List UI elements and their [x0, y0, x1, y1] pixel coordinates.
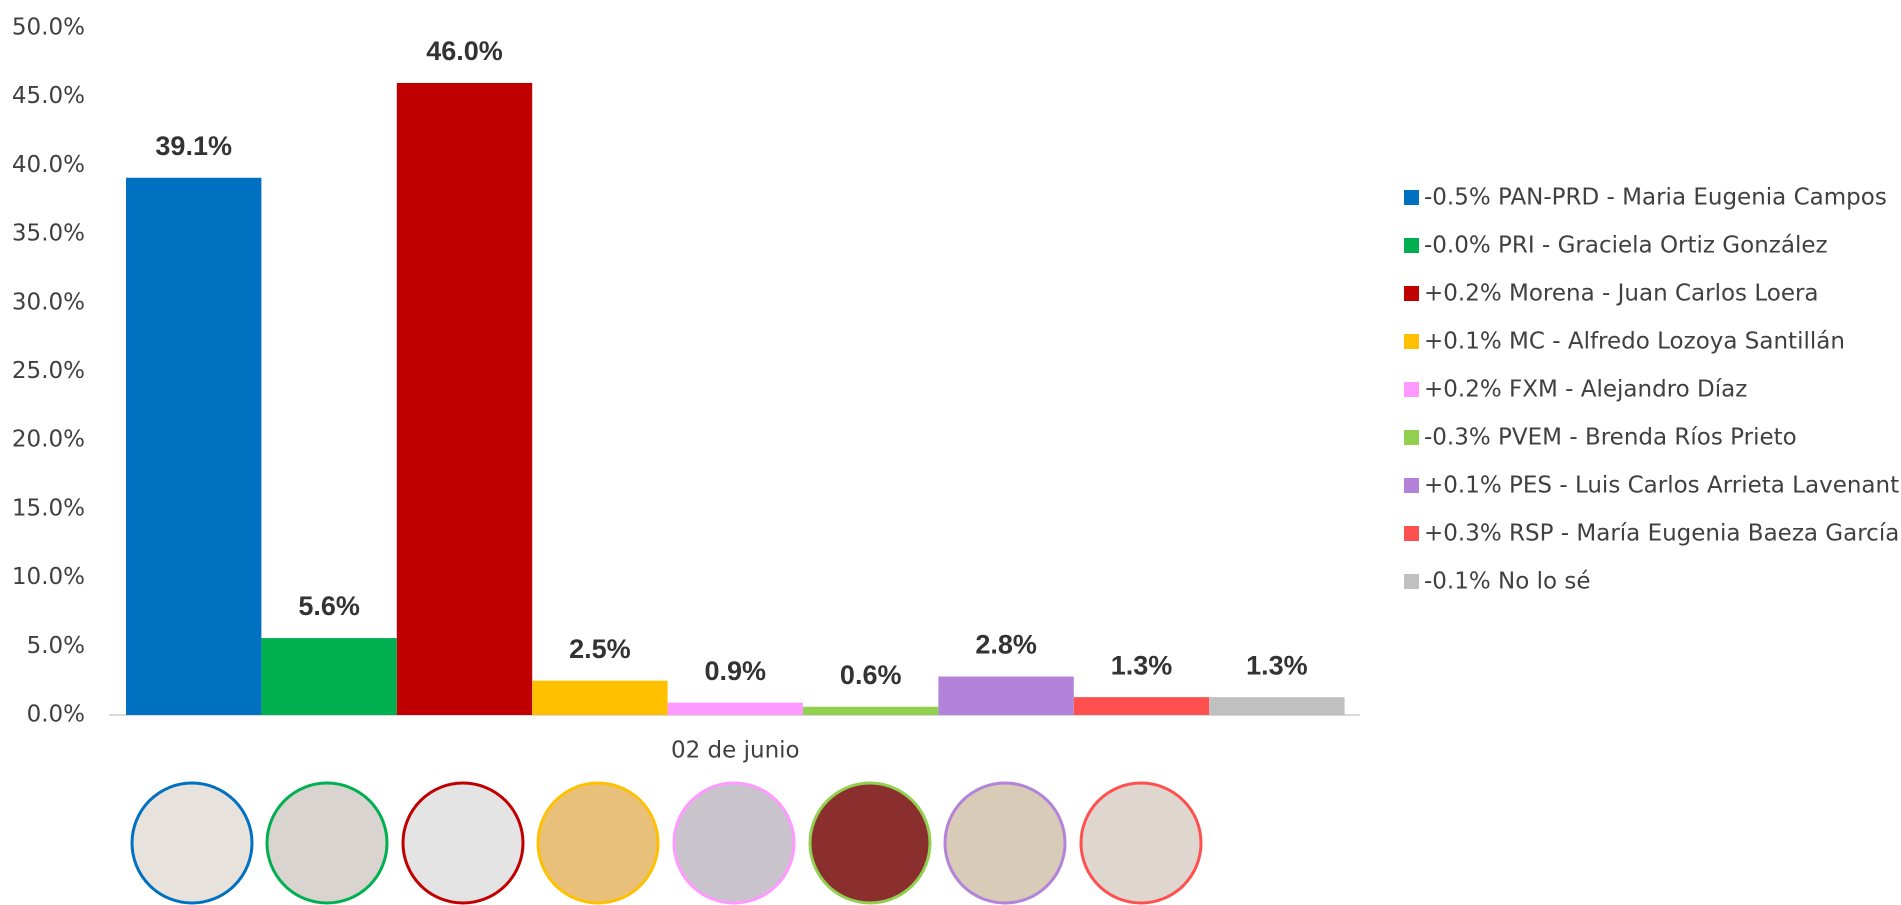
legend-label: +0.2% FXM - Alejandro Díaz	[1424, 377, 1747, 403]
photo	[130, 781, 254, 905]
legend-swatch	[1404, 478, 1419, 493]
value-label: 39.1%	[155, 131, 232, 161]
bar	[261, 638, 397, 715]
legend-swatch	[1404, 334, 1419, 349]
legend-label: -0.3% PVEM - Brenda Ríos Prieto	[1424, 425, 1797, 451]
y-tick-label: 5.0%	[27, 633, 85, 659]
x-tick-label: 02 de junio	[671, 738, 800, 764]
legend-swatch	[1404, 286, 1419, 301]
legend-swatch	[1404, 382, 1419, 397]
value-label: 2.5%	[569, 634, 631, 664]
photo	[1079, 781, 1203, 905]
photo	[401, 781, 525, 905]
value-label: 0.9%	[705, 656, 767, 686]
legend-label: -0.5% PAN-PRD - Maria Eugenia Campos	[1424, 185, 1887, 211]
bar	[1073, 697, 1210, 715]
bar	[126, 177, 262, 716]
y-tick-label: 40.0%	[12, 152, 85, 178]
value-label: 0.6%	[840, 660, 902, 690]
bar	[532, 680, 668, 715]
legend-swatch	[1404, 574, 1419, 589]
photo	[265, 781, 389, 905]
photo	[536, 781, 660, 905]
photo	[808, 781, 932, 905]
value-label: 1.3%	[1246, 650, 1308, 680]
legend-label: +0.1% PES - Luis Carlos Arrieta Lavenant	[1424, 473, 1899, 499]
legend-label: +0.2% Morena - Juan Carlos Loera	[1424, 281, 1819, 307]
y-tick-label: 0.0%	[27, 702, 85, 728]
y-tick-label: 30.0%	[12, 289, 85, 315]
legend-label: -0.0% PRI - Graciela Ortiz González	[1424, 233, 1828, 259]
y-tick-label: 15.0%	[12, 495, 85, 521]
legend-swatch	[1404, 238, 1419, 253]
y-tick-label: 50.0%	[12, 15, 85, 41]
photo	[943, 781, 1067, 905]
y-tick-label: 45.0%	[12, 83, 85, 109]
y-tick-label: 20.0%	[12, 427, 85, 453]
bar	[938, 676, 1074, 715]
bar	[803, 706, 939, 715]
value-label: 5.6%	[298, 591, 360, 621]
bar	[1209, 697, 1345, 715]
legend-swatch	[1404, 430, 1419, 445]
bar	[667, 702, 803, 715]
legend-label: -0.1% No lo sé	[1424, 569, 1591, 595]
y-tick-label: 10.0%	[12, 564, 85, 590]
value-label: 46.0%	[426, 36, 503, 66]
legend-swatch	[1404, 190, 1419, 205]
photo	[672, 781, 796, 905]
legend-label: +0.3% RSP - María Eugenia Baeza García	[1424, 521, 1899, 547]
bar	[396, 82, 533, 715]
y-tick-label: 35.0%	[12, 221, 85, 247]
legend-swatch	[1404, 526, 1419, 541]
y-tick-label: 25.0%	[12, 358, 85, 384]
legend-label: +0.1% MC - Alfredo Lozoya Santillán	[1424, 329, 1845, 355]
value-label: 1.3%	[1111, 650, 1173, 680]
candidate-photos	[130, 781, 1203, 905]
value-label: 2.8%	[975, 630, 1037, 660]
